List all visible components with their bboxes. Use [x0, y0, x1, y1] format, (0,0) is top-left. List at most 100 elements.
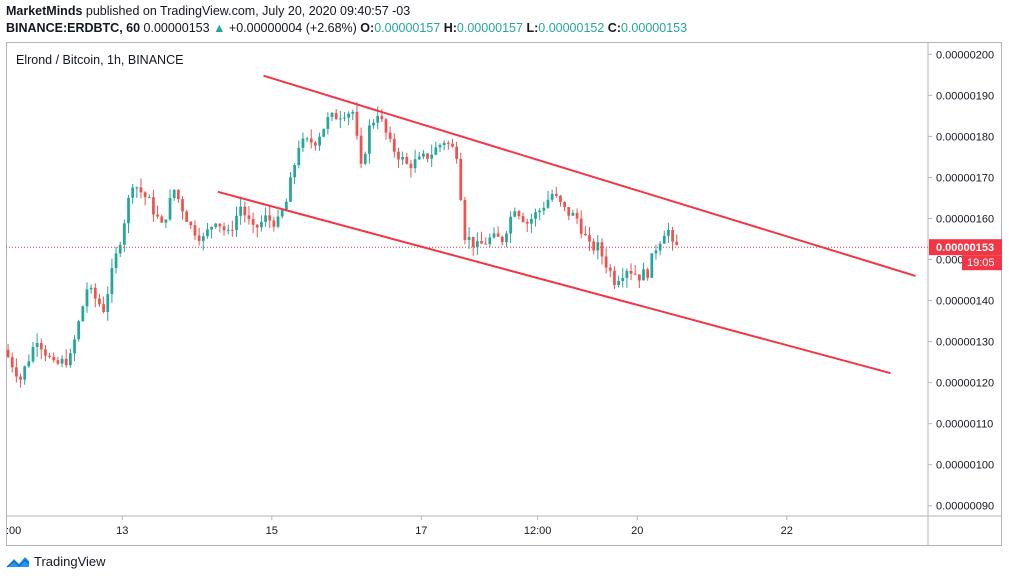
candle-body [214, 223, 218, 228]
candle-body [247, 215, 251, 220]
candle-body [463, 199, 467, 240]
candle-body [446, 142, 450, 144]
candle-body [222, 226, 226, 231]
candle-body [588, 235, 591, 242]
candle-body [617, 280, 620, 286]
candle-body [604, 256, 608, 268]
candle-body [272, 220, 276, 227]
candle-body [368, 125, 371, 154]
candle-body [338, 118, 342, 120]
candle-body [521, 216, 525, 222]
candle-body [164, 219, 168, 223]
candle-body [52, 356, 56, 361]
y-tick-label: 0.00000140 [936, 296, 994, 308]
high-value: 0.00000157 [456, 21, 523, 35]
candle-body [563, 201, 566, 208]
candle-body [122, 223, 126, 245]
candle-body [193, 225, 197, 236]
candle-body [505, 233, 508, 243]
candle-body [6, 349, 10, 358]
candle-body [550, 193, 554, 200]
candle-body [484, 243, 488, 245]
candle-body [297, 147, 301, 166]
candle-body [176, 189, 180, 200]
candle-body [185, 211, 189, 222]
candle-body [147, 197, 151, 199]
candle-body [93, 287, 97, 299]
candle-body [48, 355, 51, 357]
candle-body [388, 132, 392, 139]
x-tick-label: 22 [781, 525, 793, 537]
tradingview-logo-icon [6, 556, 30, 567]
chart-title: Elrond / Bitcoin, 1h, BINANCE [16, 53, 183, 67]
candle-body [102, 304, 105, 312]
candle-body [89, 287, 93, 290]
candle-body [110, 268, 114, 295]
candle-body [675, 241, 679, 246]
candle-body [529, 218, 533, 224]
open-value: 0.00000157 [374, 21, 441, 35]
candle-body [60, 358, 64, 364]
candle-body [459, 158, 463, 200]
candle-body [330, 112, 334, 118]
tradingview-brand: TradingView [34, 554, 106, 569]
candle-body [667, 229, 670, 236]
candle-body [318, 136, 321, 146]
candle-body [430, 154, 434, 159]
candle-body [81, 306, 85, 322]
candle-body [633, 273, 637, 275]
candle-body [251, 219, 255, 225]
candle-body [301, 138, 305, 148]
candle-body [114, 253, 118, 269]
candle-body [392, 138, 396, 152]
candle-body [127, 197, 130, 224]
candle-body [218, 223, 222, 227]
price-chart[interactable]: Elrond / Bitcoin, 1h, BINANCE 0.00000200… [5, 42, 1002, 546]
candle-body [637, 274, 641, 281]
candle-body [23, 366, 27, 380]
candle-body [525, 221, 529, 224]
candle-body [309, 138, 313, 143]
candle-body [650, 253, 654, 278]
chart-frame[interactable]: Elrond / Bitcoin, 1h, BINANCE 0.00000200… [5, 42, 1002, 546]
candle-body [289, 177, 292, 202]
candle-body [276, 216, 280, 227]
candle-body [73, 339, 76, 354]
candle-body [230, 229, 234, 231]
candle-body [397, 151, 400, 160]
candle-body [492, 233, 496, 238]
y-tick-label: 0.00000200 [936, 49, 994, 61]
candle-body [426, 153, 429, 159]
candle-body [139, 187, 143, 193]
candle-body [409, 163, 413, 169]
open-label: O: [360, 21, 375, 35]
candle-body [608, 267, 612, 271]
candle-body [596, 242, 600, 251]
candle-body [405, 156, 409, 164]
candle-body [442, 142, 446, 146]
candle-body [496, 233, 500, 237]
publish-info: MarketMinds published on TradingView.com… [6, 4, 410, 18]
candle-body [363, 153, 367, 164]
candle-body [534, 212, 537, 219]
candle-body [243, 206, 247, 216]
candle-body [575, 212, 579, 219]
y-tick-label: 0.00000170 [936, 172, 994, 184]
candle-body [646, 269, 650, 278]
candle-body [662, 235, 666, 244]
candle-body [235, 215, 238, 230]
candle-body [326, 117, 330, 129]
candle-body [305, 138, 309, 140]
candle-body [480, 241, 483, 244]
close-value: 0.00000153 [621, 21, 688, 35]
symbol-info-bar: BINANCE:ERDBTC, 60 0.00000153 ▲ +0.00000… [6, 21, 687, 35]
y-tick-label: 0.00000090 [936, 501, 994, 513]
candle-body [197, 235, 201, 241]
candle-body [39, 343, 43, 350]
candle-body [334, 112, 338, 120]
y-tick-label: 0.00000130 [936, 337, 994, 349]
candle-body [517, 211, 521, 217]
low-label: L: [526, 21, 539, 35]
candle-body [583, 233, 587, 236]
candle-body [118, 244, 122, 254]
